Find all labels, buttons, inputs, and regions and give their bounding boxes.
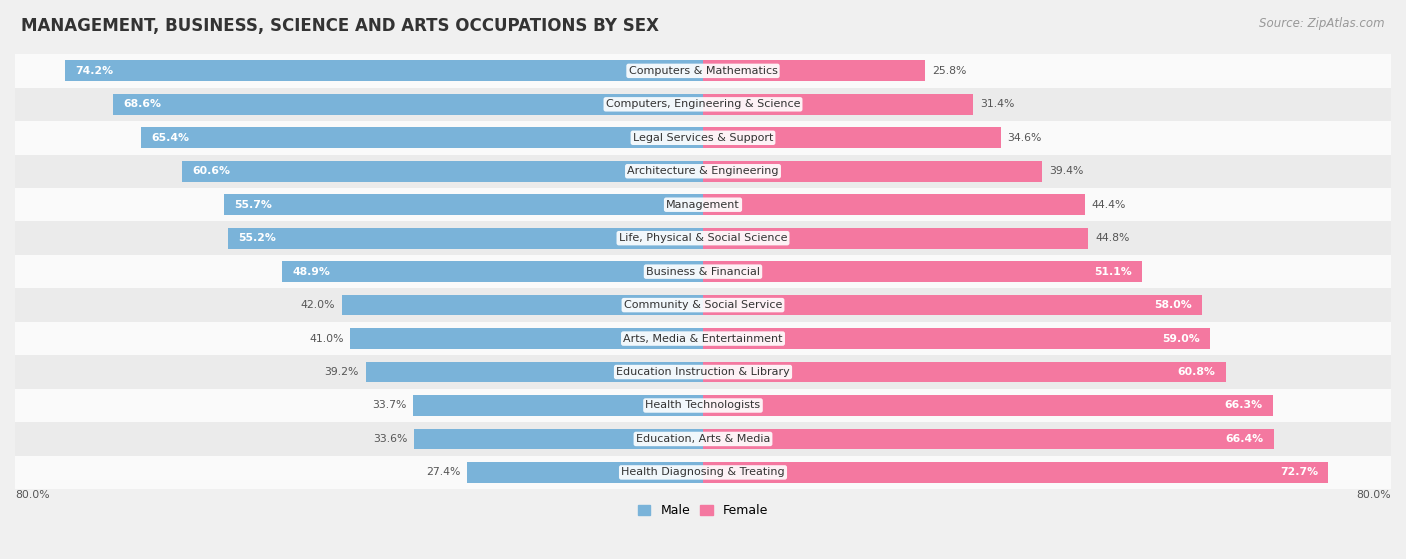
Text: Source: ZipAtlas.com: Source: ZipAtlas.com	[1260, 17, 1385, 30]
Text: 42.0%: 42.0%	[301, 300, 335, 310]
Text: Management: Management	[666, 200, 740, 210]
Text: 39.2%: 39.2%	[325, 367, 359, 377]
Text: 72.7%: 72.7%	[1279, 467, 1317, 477]
Bar	[15, 121, 1391, 154]
Text: 55.7%: 55.7%	[235, 200, 273, 210]
Bar	[703, 261, 1143, 282]
Bar	[65, 60, 703, 81]
Text: 39.4%: 39.4%	[1049, 166, 1083, 176]
Text: 33.6%: 33.6%	[373, 434, 408, 444]
Text: 74.2%: 74.2%	[75, 66, 114, 76]
Bar	[15, 221, 1391, 255]
Bar	[413, 395, 703, 416]
Bar	[703, 60, 925, 81]
Text: 25.8%: 25.8%	[932, 66, 966, 76]
Bar	[703, 161, 1042, 182]
Bar	[413, 429, 703, 449]
Text: Education Instruction & Library: Education Instruction & Library	[616, 367, 790, 377]
Bar	[15, 456, 1391, 489]
Bar	[15, 288, 1391, 322]
Bar	[15, 88, 1391, 121]
Bar	[15, 255, 1391, 288]
Text: Architecture & Engineering: Architecture & Engineering	[627, 166, 779, 176]
Text: Health Diagnosing & Treating: Health Diagnosing & Treating	[621, 467, 785, 477]
Bar	[15, 422, 1391, 456]
Text: 58.0%: 58.0%	[1154, 300, 1191, 310]
Bar	[703, 195, 1085, 215]
Text: 59.0%: 59.0%	[1163, 334, 1201, 344]
Bar	[703, 228, 1088, 249]
Text: 31.4%: 31.4%	[980, 100, 1014, 110]
Text: Computers, Engineering & Science: Computers, Engineering & Science	[606, 100, 800, 110]
Bar	[703, 395, 1274, 416]
Text: 48.9%: 48.9%	[292, 267, 330, 277]
Bar	[228, 228, 703, 249]
Text: 80.0%: 80.0%	[1357, 490, 1391, 500]
Text: 80.0%: 80.0%	[15, 490, 49, 500]
Bar	[283, 261, 703, 282]
Text: 27.4%: 27.4%	[426, 467, 461, 477]
Text: 33.7%: 33.7%	[373, 400, 406, 410]
Bar	[703, 328, 1211, 349]
Bar	[350, 328, 703, 349]
Legend: Male, Female: Male, Female	[633, 499, 773, 522]
Bar	[15, 154, 1391, 188]
Text: Legal Services & Support: Legal Services & Support	[633, 133, 773, 143]
Bar	[703, 295, 1202, 315]
Bar	[181, 161, 703, 182]
Text: 41.0%: 41.0%	[309, 334, 343, 344]
Text: 60.6%: 60.6%	[193, 166, 231, 176]
Text: 51.1%: 51.1%	[1094, 267, 1132, 277]
Text: 65.4%: 65.4%	[150, 133, 188, 143]
Text: Arts, Media & Entertainment: Arts, Media & Entertainment	[623, 334, 783, 344]
Text: MANAGEMENT, BUSINESS, SCIENCE AND ARTS OCCUPATIONS BY SEX: MANAGEMENT, BUSINESS, SCIENCE AND ARTS O…	[21, 17, 659, 35]
Text: 68.6%: 68.6%	[124, 100, 162, 110]
Bar	[15, 356, 1391, 389]
Text: 55.2%: 55.2%	[239, 233, 277, 243]
Bar	[366, 362, 703, 382]
Bar	[15, 188, 1391, 221]
Bar	[15, 54, 1391, 88]
Text: Life, Physical & Social Science: Life, Physical & Social Science	[619, 233, 787, 243]
Bar	[703, 127, 1001, 148]
Text: 34.6%: 34.6%	[1008, 133, 1042, 143]
Text: 66.3%: 66.3%	[1225, 400, 1263, 410]
Bar	[703, 429, 1274, 449]
Text: Health Technologists: Health Technologists	[645, 400, 761, 410]
Text: 44.4%: 44.4%	[1091, 200, 1126, 210]
Bar	[112, 94, 703, 115]
Text: 66.4%: 66.4%	[1226, 434, 1264, 444]
Text: Education, Arts & Media: Education, Arts & Media	[636, 434, 770, 444]
Text: 60.8%: 60.8%	[1178, 367, 1216, 377]
Bar	[467, 462, 703, 483]
Bar	[15, 389, 1391, 422]
Bar	[141, 127, 703, 148]
Bar	[703, 462, 1329, 483]
Bar	[342, 295, 703, 315]
Bar	[224, 195, 703, 215]
Text: 44.8%: 44.8%	[1095, 233, 1129, 243]
Bar	[703, 94, 973, 115]
Bar	[703, 362, 1226, 382]
Text: Community & Social Service: Community & Social Service	[624, 300, 782, 310]
Text: Computers & Mathematics: Computers & Mathematics	[628, 66, 778, 76]
Bar	[15, 322, 1391, 356]
Text: Business & Financial: Business & Financial	[645, 267, 761, 277]
